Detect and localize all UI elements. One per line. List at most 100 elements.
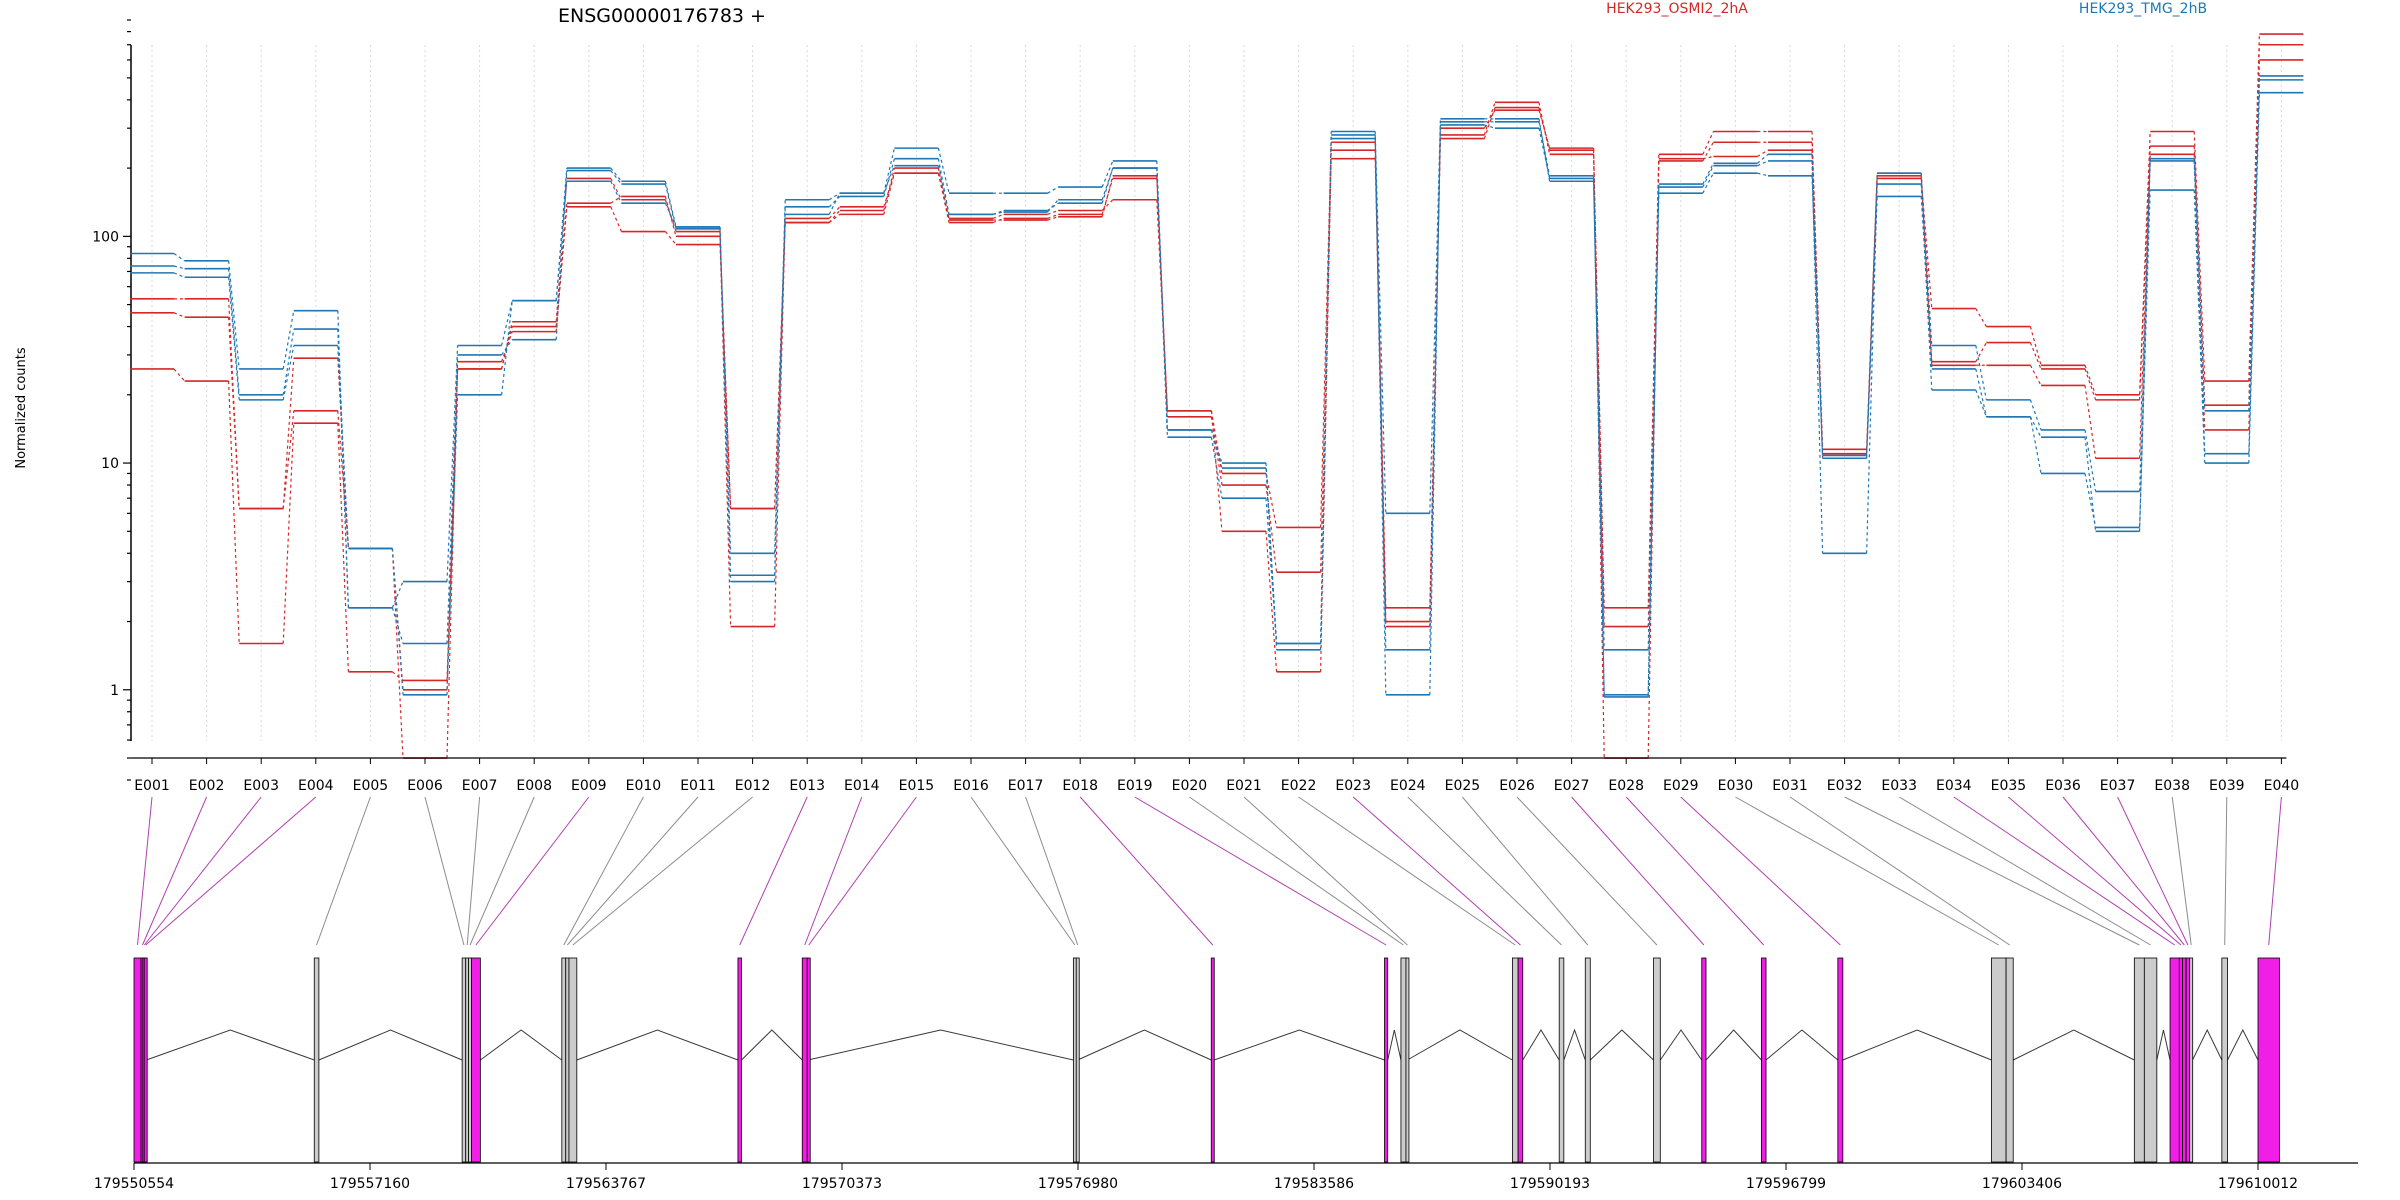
series-connector bbox=[337, 345, 349, 549]
series-connector bbox=[883, 165, 895, 194]
series-connector bbox=[937, 165, 950, 215]
series-connector bbox=[2029, 416, 2042, 438]
series-connector bbox=[828, 210, 841, 223]
exon-box bbox=[143, 957, 148, 1163]
series-connector bbox=[1538, 118, 1551, 182]
exon-box bbox=[2185, 957, 2191, 1163]
intron-line bbox=[2227, 1028, 2259, 1061]
exon-connector bbox=[316, 796, 371, 946]
exon-connector bbox=[804, 796, 863, 946]
x-tick-label: E029 bbox=[1663, 778, 1699, 794]
series-connector bbox=[1866, 196, 1878, 459]
x-tick-label: E008 bbox=[516, 778, 552, 794]
x-tick-label: E020 bbox=[1172, 778, 1208, 794]
series-connector bbox=[173, 265, 185, 270]
intron-line bbox=[1522, 1029, 1560, 1061]
x-tick-label: E009 bbox=[571, 778, 607, 794]
x-tick-label: E026 bbox=[1499, 778, 1535, 794]
series-connector bbox=[1210, 410, 1223, 532]
exon-connector bbox=[563, 796, 644, 946]
exon-connector bbox=[1407, 796, 1562, 946]
series-connector bbox=[391, 548, 404, 695]
series-connector bbox=[664, 231, 677, 245]
series-connector bbox=[173, 253, 185, 262]
exon-box bbox=[1991, 957, 2007, 1163]
coordinate-tick-label: 179576980 bbox=[1038, 1176, 1118, 1192]
series-connector bbox=[1101, 199, 1114, 211]
x-tick-label: E022 bbox=[1281, 778, 1317, 794]
exon-connector bbox=[1189, 796, 1404, 946]
series-connector bbox=[610, 167, 622, 182]
series-connector bbox=[774, 218, 786, 627]
series-connector bbox=[446, 368, 459, 681]
gene-model bbox=[133, 957, 2280, 1163]
series-connector bbox=[1047, 186, 1059, 194]
x-tick-label: E006 bbox=[407, 778, 443, 794]
series-connector bbox=[774, 214, 786, 582]
series-connector bbox=[2248, 92, 2260, 464]
exon-connector bbox=[2171, 796, 2192, 946]
series-connector bbox=[228, 317, 240, 509]
exon-box bbox=[2005, 957, 2014, 1163]
chart-title: ENSG00000176783 + bbox=[558, 5, 766, 27]
series-lines bbox=[130, 33, 2304, 759]
series-connector bbox=[1538, 128, 1551, 179]
series-connector bbox=[1047, 213, 1059, 219]
series-connector bbox=[282, 423, 295, 644]
intron-line bbox=[1659, 1029, 1703, 1061]
x-tick-label: E031 bbox=[1772, 778, 1808, 794]
series-connector bbox=[391, 581, 404, 608]
exon-connector bbox=[1243, 796, 1408, 946]
exon-connector bbox=[572, 796, 753, 946]
exon-box bbox=[2257, 957, 2280, 1163]
series-connector bbox=[337, 329, 349, 608]
x-tick-label: E027 bbox=[1554, 778, 1590, 794]
series-connector bbox=[664, 181, 677, 228]
series-connector bbox=[228, 381, 240, 644]
exon-box bbox=[2189, 957, 2194, 1163]
exon-connector bbox=[808, 796, 917, 946]
series-connector bbox=[937, 167, 950, 221]
coordinate-tick-label: 179603406 bbox=[1982, 1176, 2062, 1192]
intron-line bbox=[1213, 1029, 1385, 1061]
series-connector bbox=[2029, 326, 2042, 366]
intron-line bbox=[1077, 1029, 1212, 1061]
series-connector bbox=[1702, 131, 1714, 155]
series-connector bbox=[719, 226, 732, 582]
series-connector bbox=[1210, 437, 1223, 499]
exon-box bbox=[1653, 957, 1661, 1163]
exon-connector bbox=[2268, 796, 2282, 946]
y-tick-label: 1 bbox=[110, 683, 119, 699]
exon-box bbox=[561, 957, 567, 1163]
series-connector bbox=[391, 548, 404, 759]
series-connector bbox=[1757, 160, 1769, 167]
series-connector bbox=[282, 328, 295, 395]
exon-connector bbox=[424, 796, 465, 946]
exon-box bbox=[1837, 957, 1844, 1163]
series-connector bbox=[664, 202, 677, 228]
exon-connector bbox=[739, 796, 808, 946]
exon-box bbox=[806, 957, 811, 1163]
series-connector bbox=[1047, 199, 1059, 213]
x-tick-label: E024 bbox=[1390, 778, 1426, 794]
exon-connector bbox=[1079, 796, 1214, 946]
series-connector bbox=[555, 206, 568, 332]
intron-line bbox=[1589, 1029, 1654, 1061]
intron-line bbox=[576, 1029, 739, 1061]
series-connector bbox=[1975, 342, 1987, 362]
x-tick-label: E025 bbox=[1445, 778, 1481, 794]
series-connector bbox=[446, 394, 459, 695]
series-connector bbox=[883, 158, 895, 197]
intron-line bbox=[2156, 1029, 2171, 1061]
intron-line bbox=[146, 1029, 315, 1061]
series-line bbox=[130, 91, 2304, 698]
series-connector bbox=[1811, 175, 1824, 459]
series-connector bbox=[1757, 153, 1769, 164]
series-connector bbox=[937, 147, 950, 194]
series-connector bbox=[1538, 107, 1551, 151]
intron-line bbox=[2192, 1028, 2223, 1061]
coordinate-tick-label: 179583586 bbox=[1274, 1176, 1354, 1192]
series-connector bbox=[2084, 365, 2097, 396]
x-tick-label: E017 bbox=[1008, 778, 1044, 794]
x-tick-label: E003 bbox=[243, 778, 279, 794]
